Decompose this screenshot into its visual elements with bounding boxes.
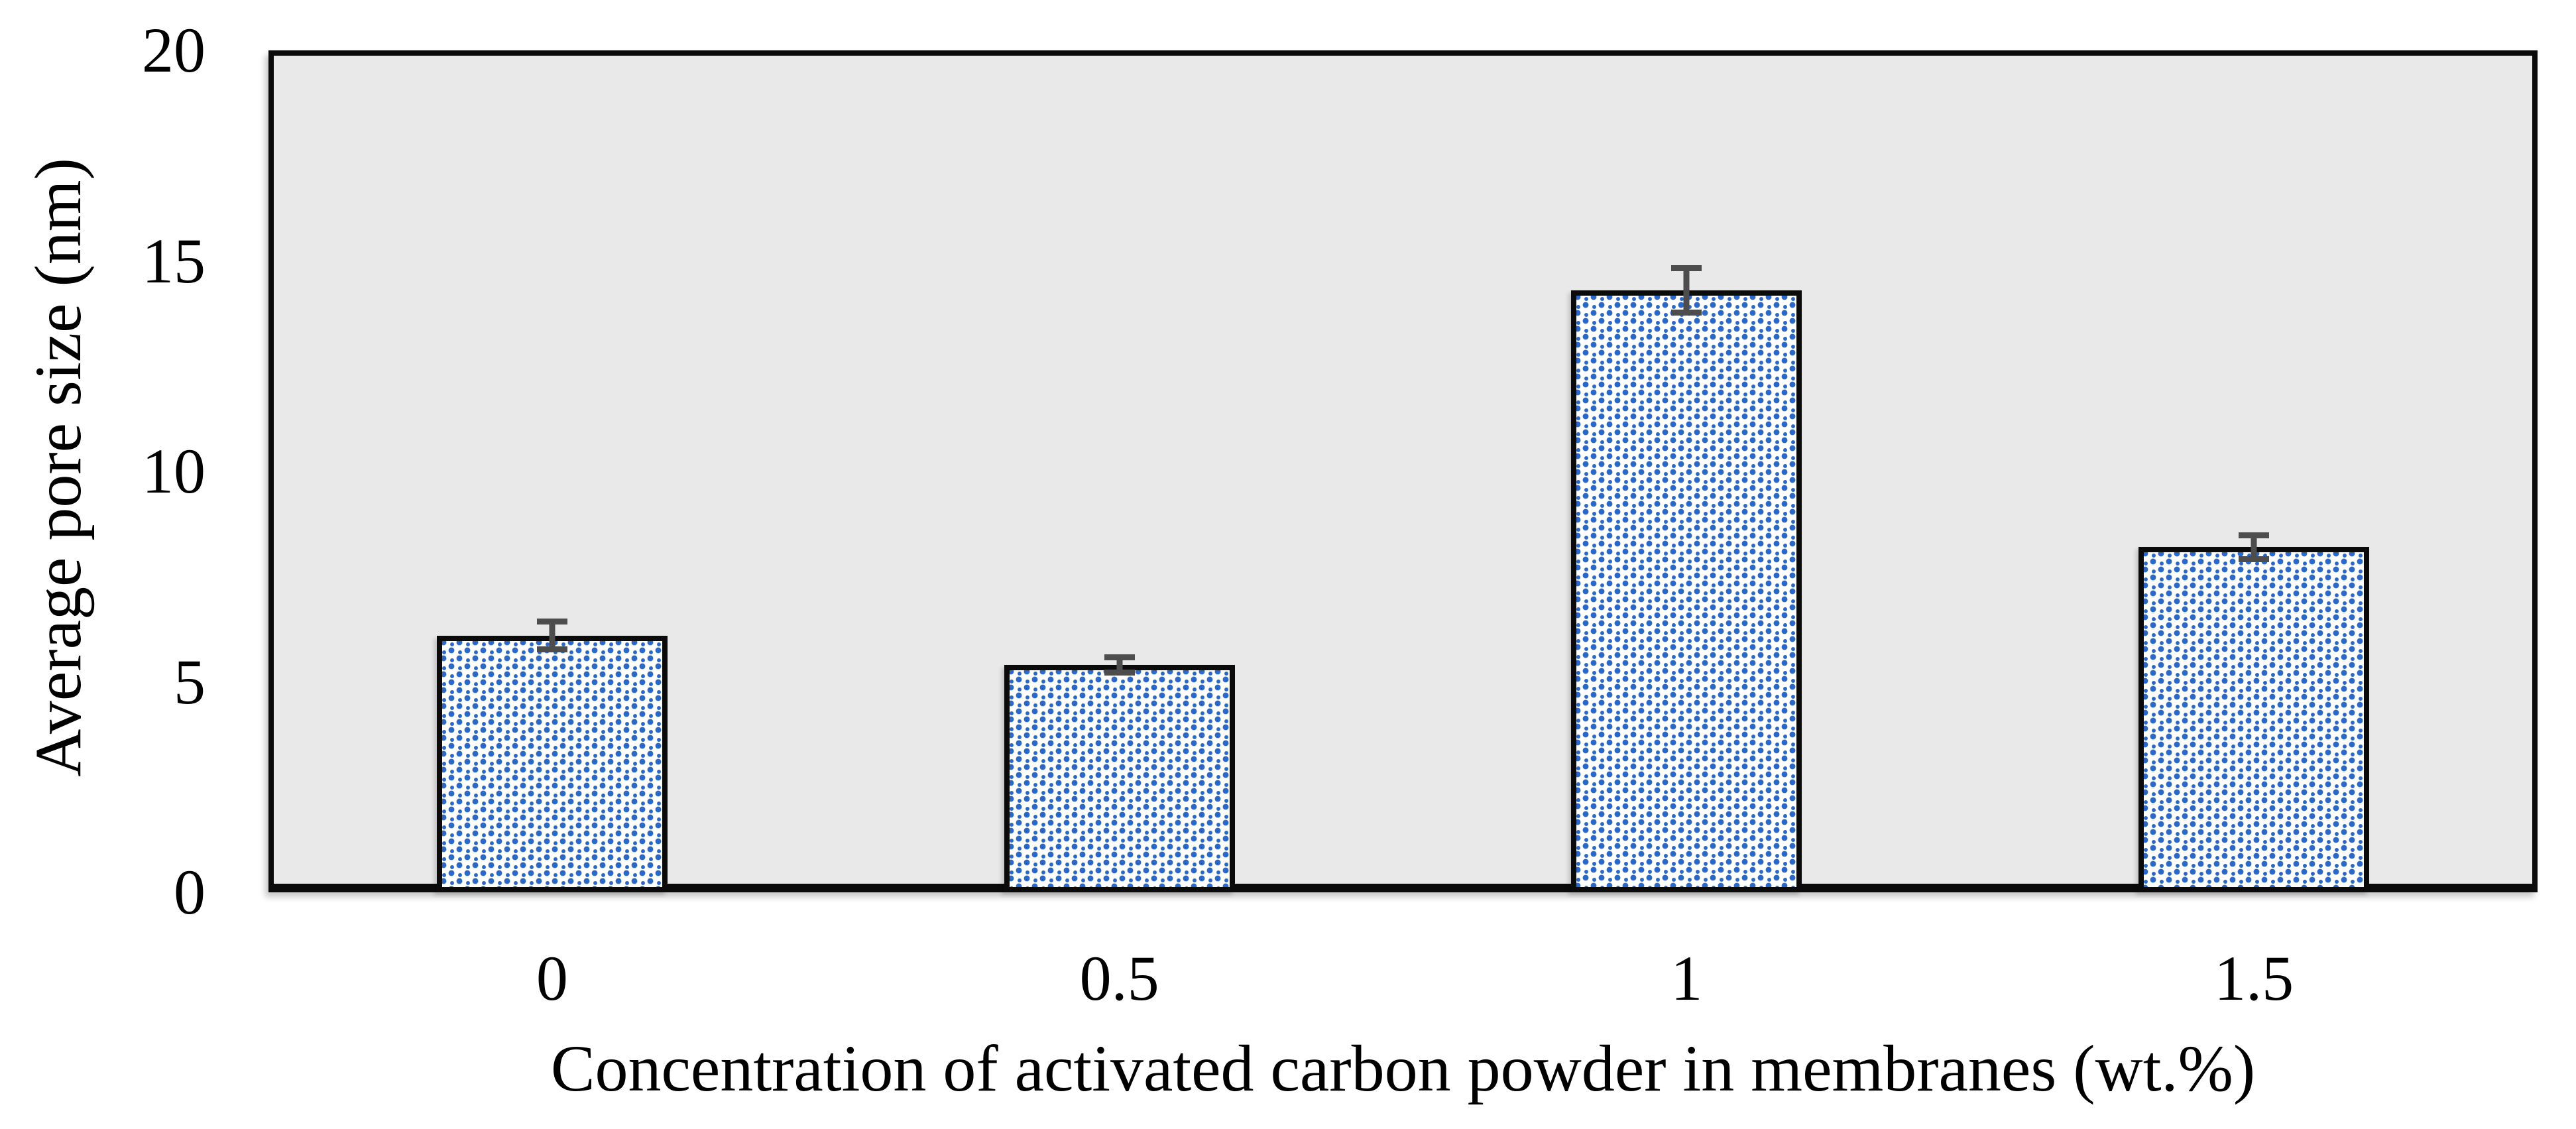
bar-0.5wt: [1004, 665, 1235, 892]
error-bar-cap-top: [2239, 532, 2270, 539]
error-bar-1wt: [1671, 265, 1702, 316]
x-axis-title: Concentration of activated carbon powder…: [550, 1032, 2256, 1105]
y-tick-label: 20: [142, 15, 205, 86]
x-tick-label: 1.5: [2214, 943, 2294, 1014]
error-bar-cap-top: [536, 619, 567, 625]
error-bar-cap-top: [1671, 265, 1702, 271]
error-bar-cap-bottom: [1104, 669, 1135, 676]
error-bar-1.5wt: [2239, 532, 2270, 562]
y-tick-label: 15: [142, 225, 205, 296]
y-tick-label: 10: [142, 436, 205, 506]
error-bar-stem: [1116, 654, 1123, 676]
error-bar-0wt: [536, 619, 567, 653]
error-bar-cap-bottom: [1671, 310, 1702, 316]
y-tick-label: 5: [174, 646, 205, 717]
x-tick-label: 0.5: [1079, 943, 1159, 1014]
error-bar-stem: [1683, 265, 1690, 316]
x-tick-label: 1: [1670, 943, 1703, 1014]
error-bar-cap-bottom: [536, 646, 567, 653]
bar-1.5wt: [2138, 547, 2370, 892]
error-bar-cap-bottom: [2239, 556, 2270, 562]
error-bar-stem: [549, 619, 556, 653]
bar-0wt: [436, 635, 668, 892]
y-tick-label: 0: [174, 857, 205, 927]
bar-1wt: [1571, 290, 1802, 892]
x-tick-label: 0: [536, 943, 568, 1014]
error-bar-stem: [2251, 532, 2257, 562]
error-bar-0.5wt: [1104, 654, 1135, 676]
error-bar-cap-top: [1104, 654, 1135, 661]
